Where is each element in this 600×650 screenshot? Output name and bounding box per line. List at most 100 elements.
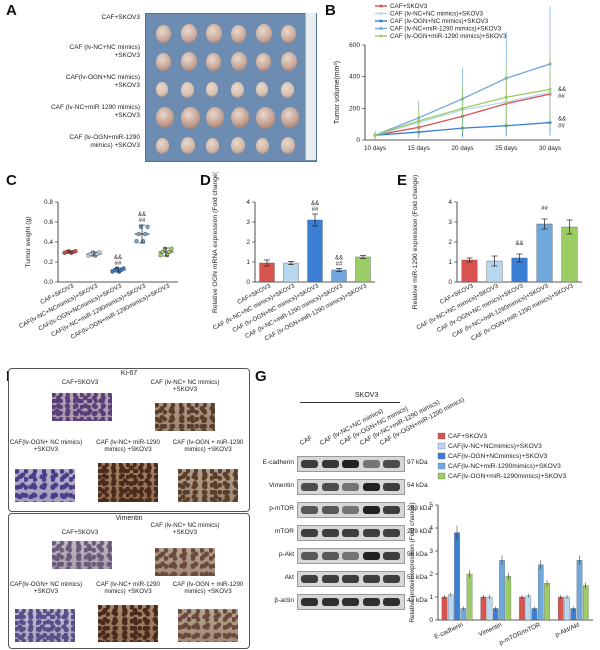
legend-swatch: [437, 462, 446, 470]
x-tick-label: 20 days: [451, 145, 473, 152]
tumor-specimen: [256, 52, 271, 71]
legend-swatch: [437, 472, 446, 480]
panel-label-a: A: [6, 2, 17, 19]
blot-band: [342, 483, 359, 491]
tumor-specimen: [231, 107, 249, 128]
bar: [461, 259, 478, 283]
x-tick-label: p-Akt/Akt: [554, 621, 581, 638]
blot-strip: [297, 479, 405, 495]
blot-kda-label: 54 kDa: [407, 482, 428, 489]
y-tick-label: 0.8: [44, 199, 53, 206]
tumor-specimen: [256, 106, 275, 129]
annotation: &&: [558, 117, 566, 123]
blot-band: [383, 483, 400, 491]
y-tick-label: 4: [429, 525, 433, 532]
panel-label-g: G: [255, 368, 267, 385]
bar: [564, 596, 570, 621]
blot-row-label: E-cadherin: [262, 459, 294, 466]
y-tick-label: 0.4: [44, 239, 53, 246]
a-label-3: CAF(lv-OGN+NC mimics) +SKOV3: [65, 74, 140, 89]
bar: [466, 573, 473, 621]
tumor-specimen: [281, 137, 295, 154]
ihc-label: CAF (lv-OGN + miR-1290 mimics) +SKOV3: [172, 439, 244, 453]
blot-band: [321, 483, 339, 491]
y-tick-label: 2: [448, 239, 452, 246]
annotation: ##: [312, 207, 319, 213]
chart-d-ogn-mrna: 0 1 2 3 4 Relative OGN mRNA expression (Fold …: [212, 172, 375, 343]
blot-band: [362, 552, 380, 560]
y-tick-label: 3: [246, 219, 250, 226]
bar: [537, 564, 544, 621]
ihc-image: [15, 609, 75, 642]
data-point: [145, 224, 150, 229]
ihc-label: CAF (lv-OGN + miR-1290 mimics) +SKOV3: [172, 581, 244, 595]
legend-swatch: [437, 442, 446, 450]
y-tick-label: 0.6: [44, 219, 53, 226]
ihc-label: CAF+SKOV3: [61, 529, 99, 536]
blot-band: [301, 529, 318, 537]
bar: [557, 596, 564, 621]
y-tick-label: 3: [429, 548, 433, 555]
blot-row-label: β-actin: [274, 597, 294, 604]
x-tick-label: 10 days: [364, 145, 386, 152]
ihc-label: CAF (lv-NC+ NC mimics) +SKOV3: [150, 522, 220, 536]
blot-row-label: p-Akt: [278, 551, 294, 558]
annotation: &&: [335, 255, 343, 261]
y-tick-label: 400: [349, 74, 360, 81]
blot-band: [362, 483, 380, 491]
bar: [355, 256, 371, 283]
y-tick-label: 0.2: [44, 259, 53, 266]
bar: [447, 594, 454, 621]
blot-band: [362, 598, 380, 606]
blot-row-label: p-mTOR: [269, 505, 294, 512]
ruler: [305, 13, 316, 160]
blot-band: [301, 575, 318, 583]
ihc-image: [15, 469, 75, 502]
annotation: &&: [138, 212, 146, 218]
legend-label: CAF(lv-OGN+miR-1290mimics)+SKOV3: [448, 473, 567, 480]
skov3-header-line: [300, 402, 400, 403]
blot-band: [383, 598, 400, 606]
chart-e-mir1290: 0 1 2 3 4 Relative miR-1290 expression (Fold …: [412, 175, 582, 343]
tumor-specimen: [206, 52, 221, 71]
annotation: &&: [114, 255, 122, 261]
legend-label: CAF(lv-NC+miR-1290mimics)+SKOV3: [448, 463, 561, 470]
x-tick-label: E-cadherin: [433, 621, 464, 641]
blot-band: [321, 506, 339, 514]
bar: [582, 585, 589, 621]
legend-marker: [379, 12, 383, 15]
data-point: [158, 253, 163, 258]
y-tick-label: 2: [429, 571, 433, 578]
blot-strip: [297, 571, 405, 587]
tumor-specimen: [181, 24, 197, 43]
blot-band: [321, 529, 339, 537]
x-tick-label: 15 days: [408, 145, 430, 152]
blot-band: [342, 598, 359, 606]
bar: [544, 583, 550, 621]
annotation: &&: [311, 201, 319, 207]
vimentin-title: Vimentin: [115, 515, 143, 522]
bar: [283, 262, 299, 283]
legend-swatch: [437, 432, 446, 440]
data-point: [460, 106, 465, 110]
panel-label-b: B: [325, 2, 336, 19]
legend-marker: [379, 19, 383, 23]
ihc-label: CAF (lv-NC+ miR-1290 mimics) +SKOV3: [96, 439, 160, 453]
data-point: [160, 249, 165, 255]
bar: [480, 596, 487, 621]
blot-kda-label: 56 kDa: [407, 551, 428, 558]
ihc-image: [52, 541, 112, 569]
ihc-image: [155, 548, 215, 576]
ki67-title: Ki-67: [120, 370, 138, 377]
data-point: [548, 87, 552, 91]
tumor-specimen: [256, 82, 268, 97]
y-tick-label: 200: [349, 105, 360, 112]
a-label-5: CAF (lv-OGN+miR-1290 mimics) +SKOV3: [69, 134, 140, 149]
tumor-specimen: [256, 24, 272, 43]
bar: [561, 226, 578, 283]
blot-column-label: CAF: [298, 434, 314, 447]
blot-band: [383, 529, 400, 537]
blot-kda-label: 56 kDa: [407, 574, 428, 581]
y-tick-label: 1: [448, 259, 452, 266]
